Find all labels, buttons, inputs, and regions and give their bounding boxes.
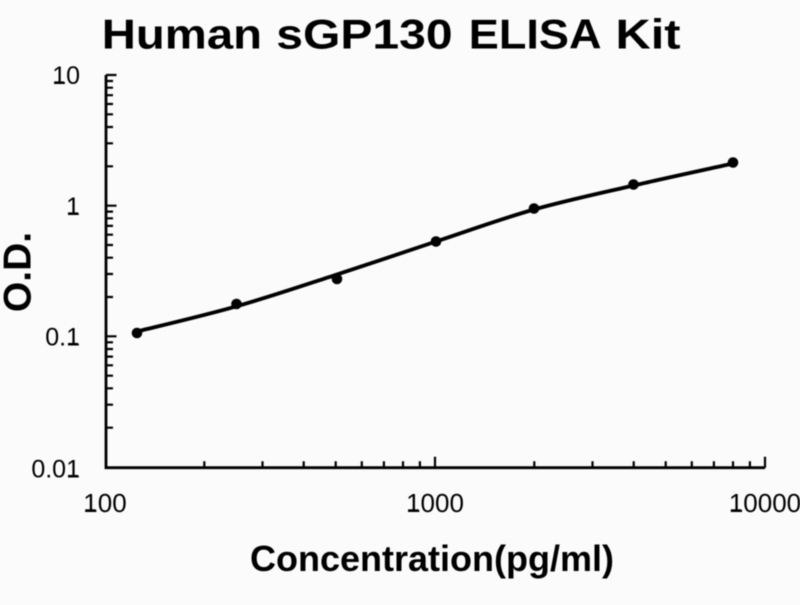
svg-text:0.01: 0.01 xyxy=(31,456,80,484)
svg-text:O.D.: O.D. xyxy=(0,232,40,312)
svg-text:1: 1 xyxy=(66,193,80,221)
svg-text:10: 10 xyxy=(52,62,80,90)
svg-text:100: 100 xyxy=(83,488,126,518)
svg-text:Kit: Kit xyxy=(616,11,681,58)
svg-text:sGP130: sGP130 xyxy=(276,11,452,58)
svg-text:10000: 10000 xyxy=(729,488,800,518)
svg-text:1000: 1000 xyxy=(406,488,464,518)
svg-text:Concentration(pg/ml): Concentration(pg/ml) xyxy=(250,538,614,579)
svg-text:Human: Human xyxy=(102,11,262,58)
svg-text:0.1: 0.1 xyxy=(45,324,80,352)
svg-text:ELISA: ELISA xyxy=(469,11,602,58)
